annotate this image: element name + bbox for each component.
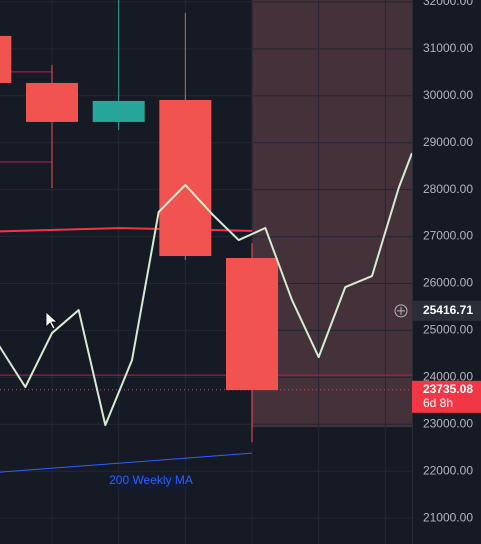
last-price-bg xyxy=(412,380,481,413)
add-button xyxy=(394,304,408,318)
candle-body xyxy=(92,100,145,122)
y-tick-label: 23000.00 xyxy=(423,416,473,430)
candle-body xyxy=(159,99,212,257)
cursor xyxy=(45,311,59,330)
y-tick-label: 32000.00 xyxy=(423,0,473,8)
crosshair-label: 25416.71 xyxy=(423,303,473,317)
price-axis xyxy=(412,0,481,544)
y-tick-label: 27000.00 xyxy=(423,229,473,243)
y-tick-label: 25000.00 xyxy=(423,323,473,337)
y-tick-label: 21000.00 xyxy=(423,510,473,524)
candle-body xyxy=(26,82,78,122)
line xyxy=(0,452,253,473)
crosshair-label-bg xyxy=(412,300,481,321)
candle-body xyxy=(226,258,278,391)
y-tick-label: 24000.00 xyxy=(423,370,473,384)
y-tick-label: 28000.00 xyxy=(423,182,473,196)
candle-body xyxy=(0,35,12,83)
y-tick-label: 30000.00 xyxy=(423,88,473,102)
line xyxy=(0,152,413,427)
y-tick-label: 26000.00 xyxy=(423,276,473,290)
ma-label: 200 Weekly MA xyxy=(109,473,193,487)
line xyxy=(0,227,253,233)
y-tick-label: 31000.00 xyxy=(423,41,473,55)
y-tick-label: 29000.00 xyxy=(423,135,473,149)
last-price: 23735.08 xyxy=(423,382,473,396)
countdown: 6d 8h xyxy=(423,396,453,410)
add-icon xyxy=(397,306,405,315)
ma-label-bg xyxy=(113,473,189,489)
y-tick-label: 22000.00 xyxy=(423,463,473,477)
